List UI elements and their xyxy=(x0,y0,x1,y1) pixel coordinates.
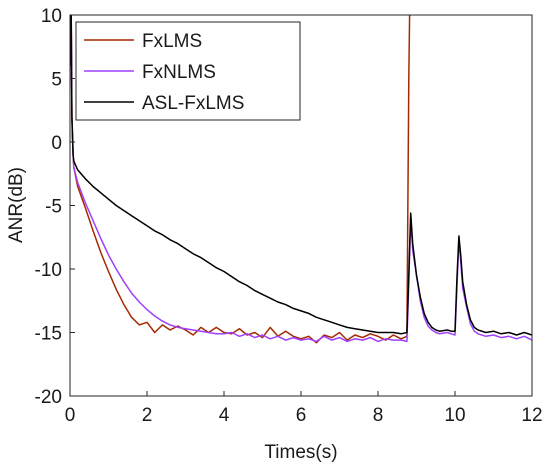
x-tick-label: 6 xyxy=(296,405,307,426)
x-tick-label: 4 xyxy=(219,405,230,426)
series-line-0 xyxy=(70,15,411,344)
y-tick-label: -15 xyxy=(35,324,62,345)
x-tick-label: 2 xyxy=(142,405,153,426)
y-tick-label: 0 xyxy=(51,133,62,154)
y-tick-label: 10 xyxy=(41,6,62,27)
legend-label-1: FxNLMS xyxy=(142,62,216,83)
y-tick-label: -20 xyxy=(35,387,62,408)
x-tick-label: 10 xyxy=(444,405,465,426)
legend-label-0: FxLMS xyxy=(142,31,202,52)
y-tick-label: -10 xyxy=(35,260,62,281)
x-tick-label: 8 xyxy=(373,405,384,426)
legend-box xyxy=(75,21,301,121)
tick-layer: 0 2 4 6 8 10 12 10 5 0 -5 -10 -15 -20 xyxy=(35,6,543,426)
x-axis-label: Times(s) xyxy=(264,442,337,463)
series-line-2 xyxy=(70,15,532,336)
legend-label-2: ASL-FxLMS xyxy=(142,93,244,114)
series-layer xyxy=(70,15,532,344)
y-axis-label: ANR(dB) xyxy=(6,167,27,243)
x-tick-label: 12 xyxy=(521,405,542,426)
x-tick-label: 0 xyxy=(65,405,76,426)
y-tick-label: 5 xyxy=(51,70,62,91)
y-tick-label: -5 xyxy=(45,197,62,218)
legend: FxLMS FxNLMS ASL-FxLMS xyxy=(75,21,301,121)
